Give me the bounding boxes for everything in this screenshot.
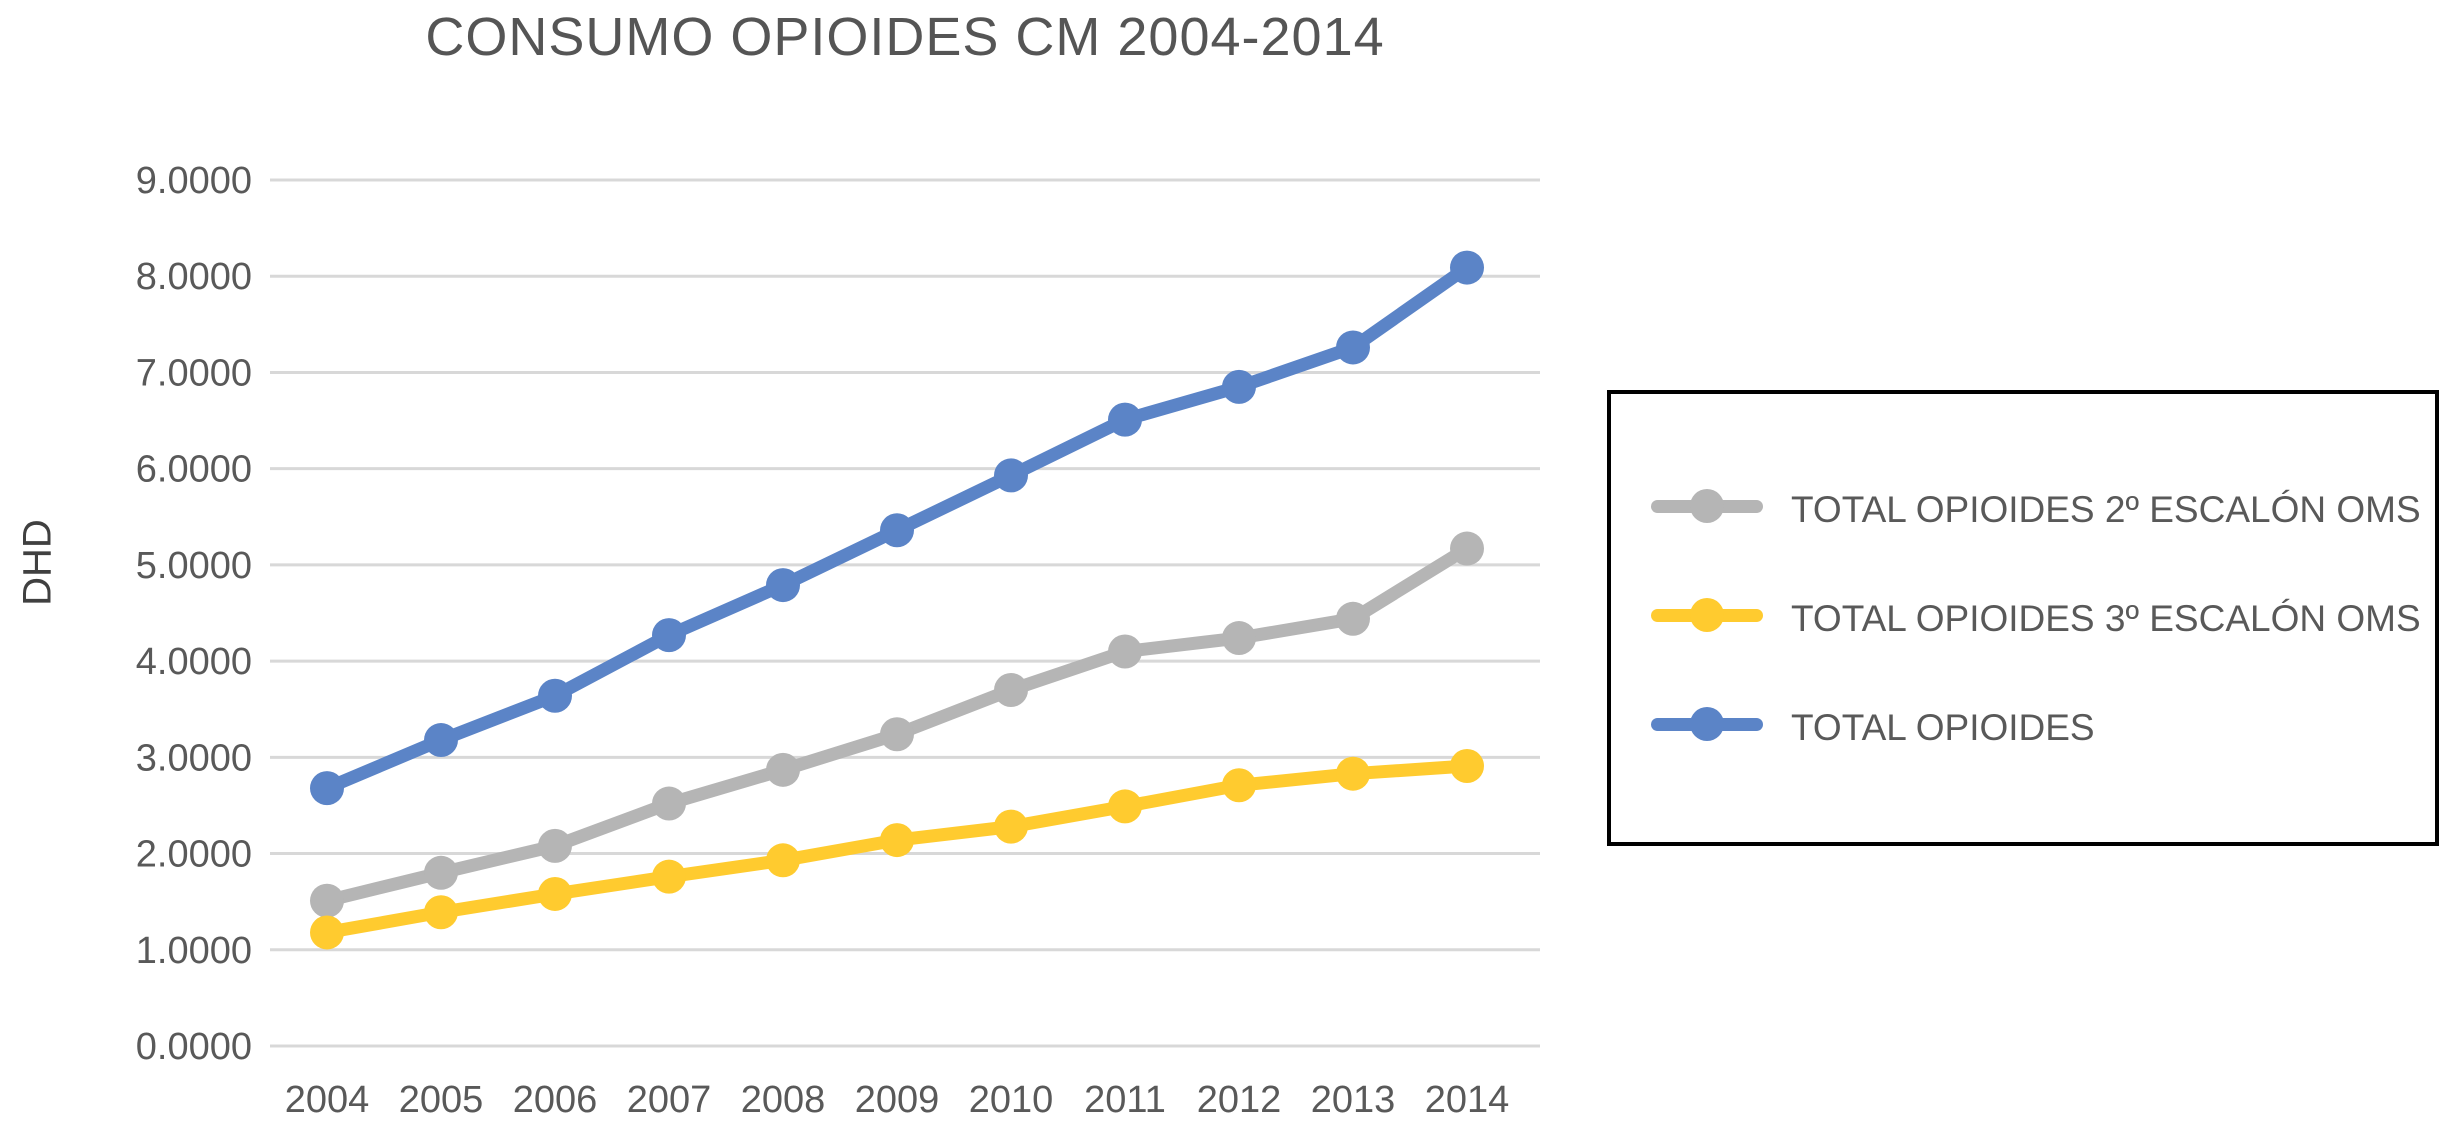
y-tick-label: 9.0000 xyxy=(136,160,252,202)
data-point xyxy=(424,895,458,930)
data-point xyxy=(538,876,572,911)
y-tick-labels: 0.0000 1.0000 2.0000 3.0000 4.0000 5.0000 6.00… xyxy=(136,160,252,1068)
data-point xyxy=(1222,768,1256,803)
series-total-opioides xyxy=(310,250,1484,806)
y-tick-label: 7.0000 xyxy=(136,352,252,394)
x-tick-label: 2011 xyxy=(1084,1079,1166,1121)
data-point xyxy=(1108,402,1142,437)
x-tick-label: 2006 xyxy=(513,1079,598,1121)
data-point xyxy=(1450,250,1484,285)
data-point xyxy=(310,883,344,918)
legend-marker-2-escalon-icon xyxy=(1651,489,1763,523)
data-point xyxy=(766,843,800,878)
series-total-opioides-3-escal-n-oms xyxy=(310,748,1484,950)
data-point xyxy=(310,915,344,950)
x-tick-label: 2007 xyxy=(627,1079,712,1121)
data-point xyxy=(880,717,914,752)
chart-title: CONSUMO OPIOIDES CM 2004-2014 xyxy=(425,7,1385,67)
data-point xyxy=(1222,621,1256,656)
data-point xyxy=(1450,748,1484,783)
data-point xyxy=(994,458,1028,493)
data-point xyxy=(424,723,458,758)
data-point xyxy=(652,859,686,894)
data-point xyxy=(1108,634,1142,669)
legend-label-2-escalon: TOTAL OPIOIDES 2º ESCALÓN OMS xyxy=(1791,488,2421,530)
y-tick-label: 4.0000 xyxy=(136,641,252,683)
y-tick-label: 1.0000 xyxy=(136,930,252,972)
y-tick-label: 2.0000 xyxy=(136,834,252,876)
data-point xyxy=(1222,369,1256,404)
legend-label-3-escalon: TOTAL OPIOIDES 3º ESCALÓN OMS xyxy=(1791,597,2421,639)
data-point xyxy=(1450,531,1484,566)
data-point xyxy=(1108,789,1142,824)
legend-marker-total-icon xyxy=(1651,707,1763,741)
legend-entry-2-escalon: TOTAL OPIOIDES 2º ESCALÓN OMS xyxy=(1651,486,2435,533)
legend-entry-total: TOTAL OPIOIDES xyxy=(1651,704,2435,751)
data-point xyxy=(424,855,458,890)
data-point xyxy=(538,678,572,713)
series-total-opioides-2-escal-n-oms xyxy=(310,531,1484,918)
y-tick-label: 0.0000 xyxy=(136,1026,252,1068)
data-point xyxy=(652,786,686,821)
data-point xyxy=(310,771,344,806)
x-tick-label: 2010 xyxy=(969,1079,1054,1121)
legend-marker-3-escalon-icon xyxy=(1651,598,1763,632)
x-tick-label: 2004 xyxy=(285,1079,370,1121)
data-point xyxy=(538,828,572,863)
x-tick-label: 2005 xyxy=(399,1079,484,1121)
x-tick-label: 2009 xyxy=(855,1079,940,1121)
y-tick-label: 6.0000 xyxy=(136,449,252,491)
y-tick-label: 5.0000 xyxy=(136,545,252,587)
x-tick-labels: 2004 2005 2006 2007 2008 2009 2010 2011 2012 2013… xyxy=(285,1079,1510,1121)
data-point xyxy=(1336,601,1370,636)
legend-dot-icon xyxy=(1690,707,1724,741)
legend: TOTAL OPIOIDES 2º ESCALÓN OMS TOTAL OPIO… xyxy=(1607,390,2439,846)
data-point xyxy=(766,752,800,787)
data-point xyxy=(880,823,914,858)
x-tick-label: 2013 xyxy=(1311,1079,1396,1121)
data-point xyxy=(766,568,800,603)
x-tick-label: 2012 xyxy=(1197,1079,1282,1121)
data-point xyxy=(994,809,1028,844)
y-tick-label: 8.0000 xyxy=(136,256,252,298)
data-point xyxy=(1336,330,1370,365)
data-point xyxy=(1336,756,1370,791)
legend-dot-icon xyxy=(1690,489,1724,523)
data-point xyxy=(652,618,686,653)
x-tick-label: 2008 xyxy=(741,1079,826,1121)
y-tick-label: 3.0000 xyxy=(136,737,252,779)
data-point xyxy=(994,672,1028,707)
data-point xyxy=(880,513,914,548)
legend-label-total: TOTAL OPIOIDES xyxy=(1791,706,2095,748)
legend-dot-icon xyxy=(1690,598,1724,632)
x-tick-label: 2014 xyxy=(1425,1079,1510,1121)
legend-entry-3-escalon: TOTAL OPIOIDES 3º ESCALÓN OMS xyxy=(1651,595,2435,642)
